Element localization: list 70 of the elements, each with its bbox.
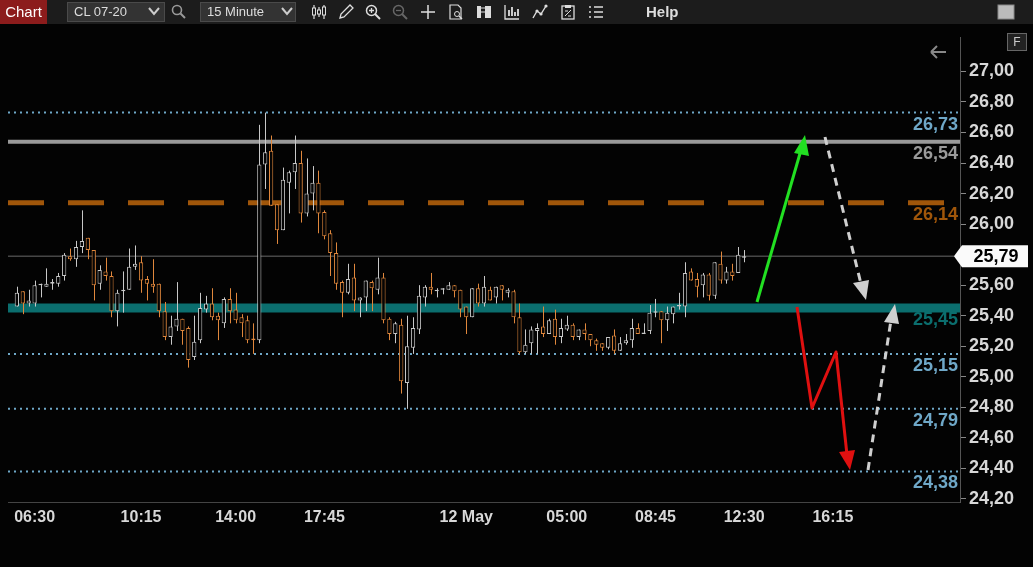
ref-line-label: 24,38 xyxy=(912,472,958,493)
candlestick xyxy=(511,289,516,324)
x-tick-label: 12 May xyxy=(439,508,494,526)
x-tick-label: 08:45 xyxy=(635,508,677,526)
candlestick xyxy=(133,244,138,271)
candlestick xyxy=(387,316,392,341)
text: Chart xyxy=(0,0,47,24)
x-tick-label: 06:30 xyxy=(14,508,56,526)
y-tick-label: 24,20 xyxy=(969,487,1015,508)
candlestick xyxy=(428,272,433,295)
y-tick-label: 25,60 xyxy=(969,274,1015,295)
x-tick-label: 16:15 xyxy=(812,508,854,526)
text: F xyxy=(1007,33,1027,51)
candlestick xyxy=(115,289,120,327)
y-tick-label: 25,00 xyxy=(969,365,1015,386)
ref-line-label: 26,14 xyxy=(912,203,958,224)
x-tick-label: 14:00 xyxy=(215,508,257,526)
candlestick xyxy=(286,170,291,214)
candlestick xyxy=(168,315,173,346)
ref-line-label: 25,45 xyxy=(912,309,958,330)
text: 15 Minute xyxy=(207,4,265,19)
candlestick xyxy=(375,257,380,295)
candlestick xyxy=(310,165,315,211)
y-tick-label: 26,60 xyxy=(969,121,1015,142)
candlestick xyxy=(393,321,398,344)
ref-line-label: 25,79 xyxy=(973,246,1019,267)
candlestick xyxy=(535,322,540,355)
x-tick-label: 12:30 xyxy=(723,508,765,526)
candlestick xyxy=(339,280,345,318)
candlestick xyxy=(103,257,108,282)
y-tick-label: 26,20 xyxy=(969,182,1015,203)
candlestick xyxy=(328,229,333,277)
candlestick xyxy=(647,304,652,335)
text: CL 07-20 xyxy=(74,4,127,19)
ref-line-label: 24,79 xyxy=(912,409,958,430)
x-tick-label: 05:00 xyxy=(546,508,588,526)
ref-line-label: 26,54 xyxy=(912,142,958,163)
y-tick-label: 24,80 xyxy=(969,396,1015,417)
y-tick-label: 25,20 xyxy=(969,335,1015,356)
candlestick xyxy=(239,313,244,338)
x-tick-label: 10:15 xyxy=(120,508,162,526)
y-tick-label: 24,40 xyxy=(969,457,1015,478)
candlestick xyxy=(245,315,250,344)
candlestick xyxy=(174,281,179,332)
candlestick xyxy=(458,289,463,318)
candlestick xyxy=(150,258,155,294)
candlestick xyxy=(523,328,528,355)
text: Help xyxy=(646,2,679,22)
candlestick xyxy=(694,272,699,298)
y-tick-label: 27,00 xyxy=(969,60,1015,81)
ref-line-label: 26,73 xyxy=(912,113,958,134)
y-tick-label: 25,40 xyxy=(969,304,1015,325)
ref-line-label: 25,15 xyxy=(912,354,958,375)
candlestick xyxy=(706,272,711,301)
candlestick xyxy=(718,251,723,285)
y-tick-label: 26,40 xyxy=(969,151,1015,172)
candlestick xyxy=(541,306,546,338)
y-tick-label: 26,00 xyxy=(969,213,1015,234)
candlestick xyxy=(138,255,144,294)
candlestick xyxy=(263,112,268,190)
candlestick xyxy=(180,318,185,346)
x-tick-label: 17:45 xyxy=(303,508,345,526)
candlestick xyxy=(144,275,150,301)
candlestick xyxy=(32,280,37,308)
candlestick xyxy=(700,272,705,298)
candlestick xyxy=(410,316,416,355)
candlestick xyxy=(304,157,309,217)
y-tick-label: 24,60 xyxy=(969,426,1015,447)
y-tick-label: 26,80 xyxy=(969,90,1015,111)
candlestick xyxy=(659,310,664,344)
